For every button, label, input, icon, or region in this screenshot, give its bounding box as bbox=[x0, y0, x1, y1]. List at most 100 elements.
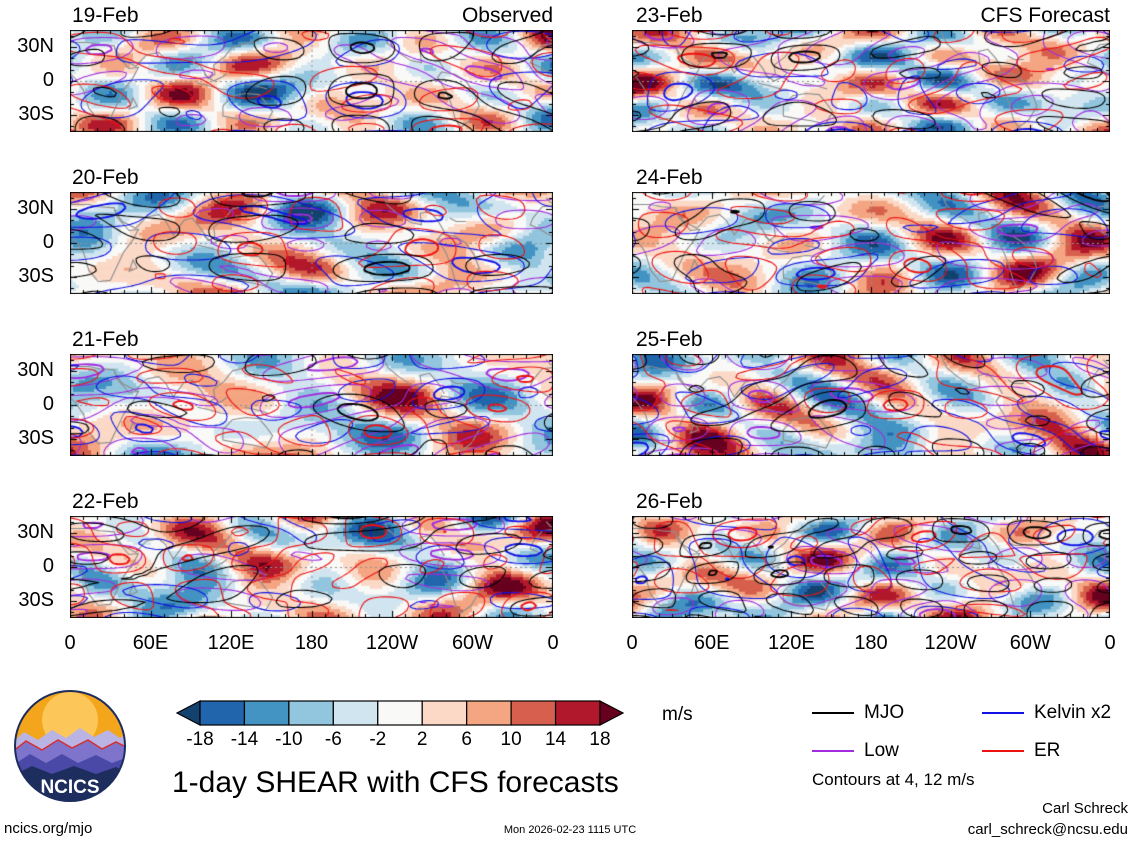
map-panel bbox=[632, 30, 1110, 132]
map-panel bbox=[70, 354, 553, 456]
column-label-forecast: CFS Forecast bbox=[980, 4, 1110, 27]
map-panel bbox=[70, 30, 553, 132]
x-tick-label: 0 bbox=[64, 632, 76, 654]
x-tick-label: 120W bbox=[365, 632, 419, 654]
x-axis-labels: 0 60E 120E 180 120W 60W 0 bbox=[626, 632, 1115, 662]
colorbar-segment bbox=[199, 700, 246, 726]
colorbar-segment bbox=[510, 700, 557, 726]
panel-date-label: 21-Feb bbox=[72, 328, 139, 351]
shear-map-canvas bbox=[70, 516, 553, 618]
map-panel bbox=[632, 192, 1110, 294]
colorbar-tick-label: -18 bbox=[186, 729, 214, 750]
colorbar-arrow bbox=[599, 700, 625, 726]
shear-map-canvas bbox=[70, 30, 553, 132]
shear-map-canvas bbox=[632, 354, 1110, 456]
colorbar-tick-labels: -18 -14 -10 -6 -2 2 6 10 14 18 bbox=[175, 729, 625, 753]
contours-note: Contours at 4, 12 m/s bbox=[812, 770, 975, 789]
colorbar-segment bbox=[377, 700, 423, 726]
colorbar-segment bbox=[421, 700, 468, 726]
colorbar-arrow bbox=[175, 700, 201, 726]
credit-name: Carl Schreck bbox=[1042, 800, 1128, 817]
x-tick-label: 120E bbox=[767, 632, 815, 654]
colorbar-segment bbox=[332, 700, 379, 726]
y-tick-label: 0 bbox=[42, 393, 54, 415]
legend-label: MJO bbox=[864, 702, 905, 723]
colorbar-tick-label: 2 bbox=[416, 729, 428, 750]
logo-ring bbox=[14, 690, 126, 802]
shear-map-canvas bbox=[70, 192, 553, 294]
shear-map-canvas bbox=[70, 354, 553, 456]
map-panel bbox=[632, 354, 1110, 456]
site-link: ncics.org/mjo bbox=[4, 820, 93, 837]
figure-title: 1-day SHEAR with CFS forecasts bbox=[172, 766, 619, 799]
shear-map-canvas bbox=[632, 516, 1110, 618]
panel-date-label: 19-Feb bbox=[72, 4, 139, 27]
y-tick-label: 30N bbox=[17, 35, 54, 57]
ncics-logo: NCICS bbox=[14, 690, 126, 802]
y-tick-label: 30N bbox=[17, 359, 54, 381]
panel-date-label: 22-Feb bbox=[72, 490, 139, 513]
y-tick-label: 0 bbox=[42, 555, 54, 577]
x-tick-label: 0 bbox=[626, 632, 638, 654]
y-tick-label: 30S bbox=[18, 589, 54, 611]
shear-map-canvas bbox=[632, 30, 1110, 132]
legend-item: ER bbox=[982, 740, 1135, 762]
credit-email: carl_schreck@ncsu.edu bbox=[967, 821, 1128, 838]
x-tick-label: 120E bbox=[207, 632, 255, 654]
legend-line-swatch bbox=[982, 749, 1024, 753]
panel-date-label: 25-Feb bbox=[636, 328, 703, 351]
legend: MJO Kelvin x2 Low ER bbox=[812, 702, 1135, 762]
colorbar-segment bbox=[243, 700, 290, 726]
legend-line-swatch bbox=[982, 711, 1024, 715]
colorbar-segment bbox=[466, 700, 512, 726]
colorbar-tick-label: -2 bbox=[369, 729, 387, 750]
y-axis-labels: 30N 0 30S bbox=[0, 516, 62, 618]
map-panel bbox=[70, 516, 553, 618]
map-panel bbox=[70, 192, 553, 294]
x-axis-labels: 0 60E 120E 180 120W 60W 0 bbox=[64, 632, 558, 662]
colorbar-tick-label: -14 bbox=[230, 729, 259, 750]
panel-date-label: 23-Feb bbox=[636, 4, 703, 27]
x-tick-label: 60E bbox=[132, 632, 169, 654]
y-tick-label: 30S bbox=[18, 265, 54, 287]
colorbar-tick-label: -6 bbox=[324, 729, 342, 750]
y-axis-labels: 30N 0 30S bbox=[0, 354, 62, 456]
shear-map-canvas bbox=[632, 192, 1110, 294]
legend-line-swatch bbox=[812, 749, 854, 753]
x-tick-label: 180 bbox=[294, 632, 329, 654]
timestamp: Mon 2026-02-23 1115 UTC bbox=[503, 824, 637, 836]
legend-label: ER bbox=[1034, 740, 1061, 761]
legend-item: Kelvin x2 bbox=[982, 702, 1135, 724]
y-tick-label: 30N bbox=[17, 197, 54, 219]
x-tick-label: 0 bbox=[547, 632, 559, 654]
legend-label: Kelvin x2 bbox=[1034, 702, 1112, 723]
colorbar-tick-label: -10 bbox=[275, 729, 303, 750]
colorbar-tick-label: 18 bbox=[589, 729, 611, 750]
column-label-observed: Observed bbox=[461, 4, 553, 27]
colorbar-segment bbox=[554, 700, 601, 726]
panel-date-label: 20-Feb bbox=[72, 166, 139, 189]
logo-text: NCICS bbox=[40, 777, 99, 798]
y-tick-label: 0 bbox=[42, 231, 54, 253]
colorbar-units-label: m/s bbox=[662, 704, 693, 725]
x-tick-label: 60W bbox=[451, 632, 494, 654]
legend-item: Low bbox=[812, 740, 982, 762]
colorbar-tick-label: 6 bbox=[461, 729, 472, 750]
colorbar-tick-label: 14 bbox=[544, 729, 567, 750]
legend-label: Low bbox=[864, 740, 899, 761]
y-tick-label: 0 bbox=[42, 69, 54, 91]
x-tick-label: 60E bbox=[693, 632, 730, 654]
colorbar-tick-label: 10 bbox=[500, 729, 522, 750]
x-tick-label: 120W bbox=[924, 632, 977, 654]
panel-date-label: 24-Feb bbox=[636, 166, 703, 189]
legend-item: MJO bbox=[812, 702, 982, 724]
x-tick-label: 180 bbox=[854, 632, 888, 654]
x-tick-label: 0 bbox=[1104, 632, 1116, 654]
y-axis-labels: 30N 0 30S bbox=[0, 192, 62, 294]
logo-ridge-accent bbox=[15, 739, 125, 753]
colorbar bbox=[175, 700, 625, 726]
map-panel bbox=[632, 516, 1110, 618]
colorbar-segment bbox=[288, 700, 334, 726]
y-axis-labels: 30N 0 30S bbox=[0, 30, 62, 132]
